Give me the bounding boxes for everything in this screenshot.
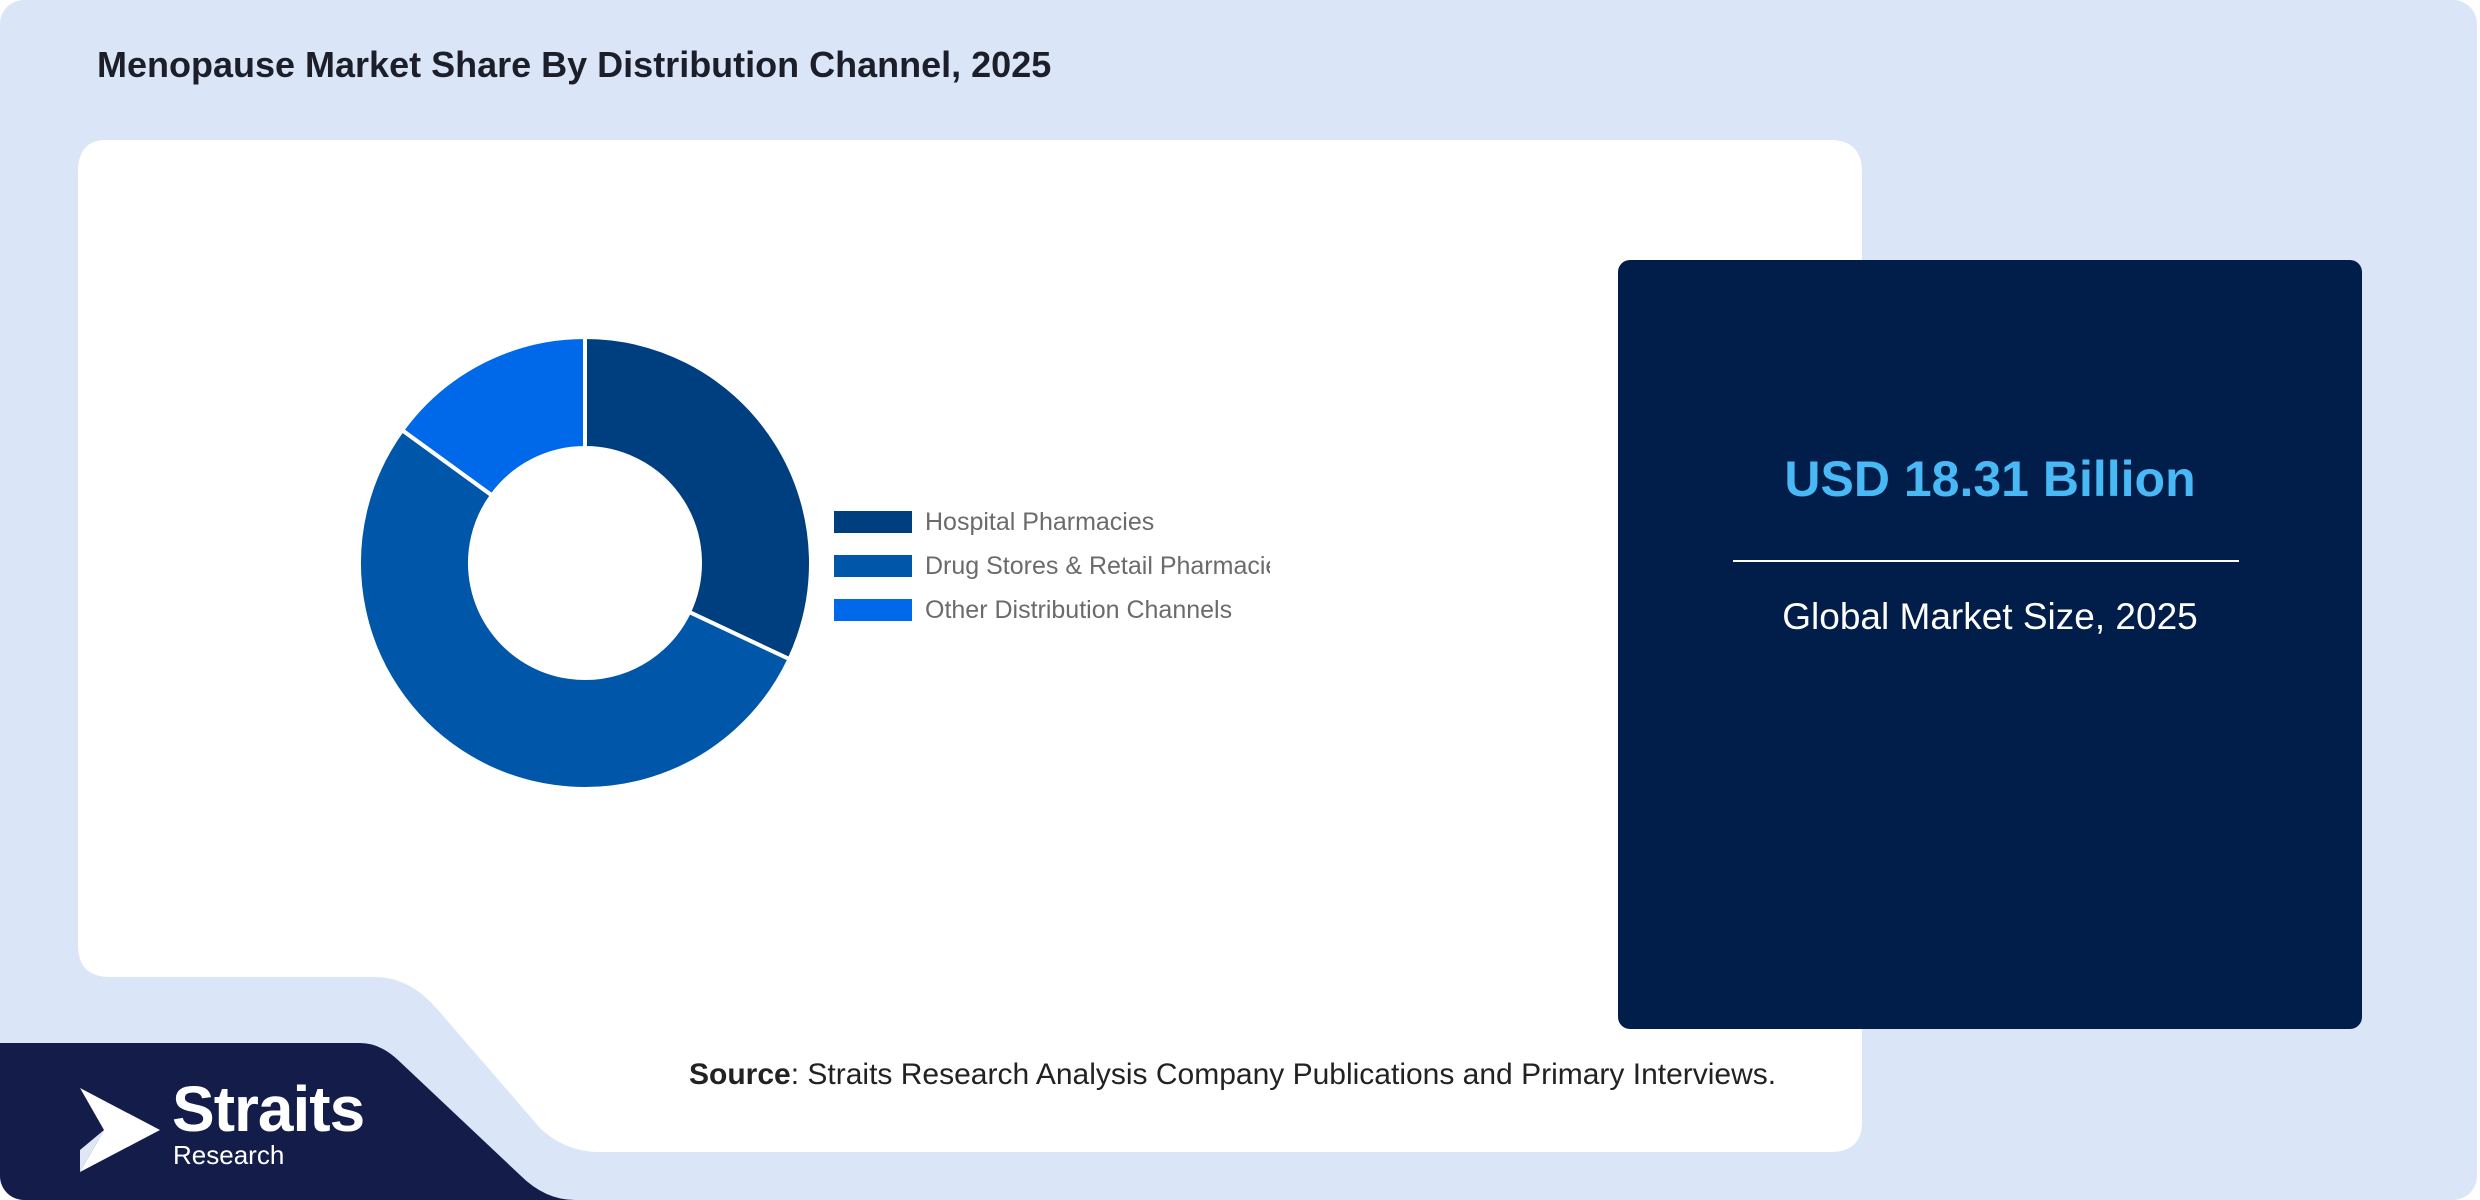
straits-arrow-logo-icon (80, 1088, 160, 1172)
source-text: : Straits Research Analysis Company Publ… (790, 1058, 1777, 1091)
stat-divider (1733, 560, 2239, 562)
logo-sub: Research (173, 1140, 285, 1170)
slice-other-distribution-channels (399, 334, 587, 499)
source-line: Source: Straits Research Analysis Compan… (689, 1058, 1776, 1092)
market-size-value: USD 18.31 Billion (1784, 451, 2196, 507)
market-size-label: Global Market Size, 2025 (1782, 596, 2198, 637)
legend-swatch (834, 599, 912, 621)
chart-legend: Hospital Pharmacies Drug Stores & Retail… (834, 500, 1270, 632)
legend-label: Hospital Pharmacies (925, 507, 1155, 536)
market-size-card: USD 18.31 Billion Global Market Size, 20… (1618, 260, 2362, 1029)
source-label: Source (689, 1058, 791, 1091)
donut-chart-svg (357, 334, 813, 791)
legend-swatch (834, 555, 912, 577)
legend-label: Other Distribution Channels (925, 595, 1233, 624)
legend-item-hospital-pharmacies: Hospital Pharmacies (834, 500, 1270, 544)
straits-research-logo: Straits Research (80, 1077, 400, 1175)
slice-drug-stores-retail-pharmacies (357, 427, 793, 791)
legend-item-other-channels: Other Distribution Channels (834, 588, 1270, 632)
donut-chart (340, 320, 940, 820)
footer-band (0, 1043, 2477, 1200)
legend-swatch (834, 511, 912, 533)
legend-item-drug-stores: Drug Stores & Retail Pharmacie (834, 544, 1270, 588)
page-title: Menopause Market Share By Distribution C… (97, 44, 1052, 85)
slice-hospital-pharmacies (583, 334, 813, 662)
logo-brand: Straits (172, 1073, 365, 1145)
legend-label: Drug Stores & Retail Pharmacie (925, 551, 1270, 580)
